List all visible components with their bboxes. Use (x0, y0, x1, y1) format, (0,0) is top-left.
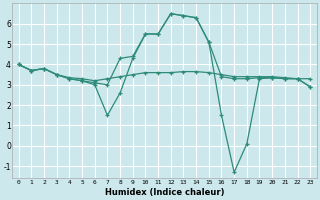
X-axis label: Humidex (Indice chaleur): Humidex (Indice chaleur) (105, 188, 224, 197)
